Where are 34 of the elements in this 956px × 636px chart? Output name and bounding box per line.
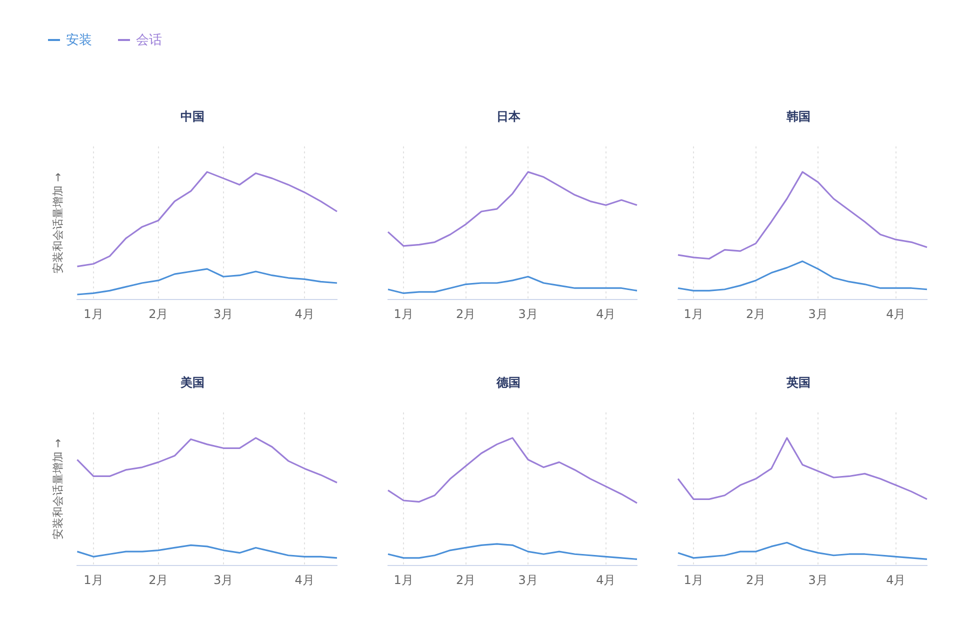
- chart-title: 英国: [786, 375, 810, 390]
- x-tick-label: 1月: [84, 306, 104, 321]
- x-tick-label: 4月: [886, 572, 906, 587]
- x-tick-label: 3月: [518, 306, 538, 321]
- x-tick-label: 3月: [808, 306, 828, 321]
- x-tick-label: 1月: [684, 572, 704, 587]
- x-tick-label: 4月: [596, 572, 616, 587]
- y-axis-title: 安装和会话量增加 →: [51, 438, 64, 540]
- x-tick-label: 2月: [456, 572, 476, 587]
- x-tick-label: 3月: [808, 572, 828, 587]
- x-tick-label: 4月: [886, 306, 906, 321]
- y-axis-title: 安装和会话量增加 →: [51, 172, 64, 274]
- chart-title: 德国: [496, 375, 520, 390]
- x-tick-label: 2月: [746, 572, 766, 587]
- x-tick-label: 1月: [84, 572, 104, 587]
- x-tick-label: 4月: [294, 306, 314, 321]
- legend-label: 安装: [66, 32, 92, 49]
- x-tick-label: 3月: [518, 572, 538, 587]
- x-tick-label: 4月: [294, 572, 314, 587]
- chart-title: 韩国: [786, 109, 810, 124]
- x-tick-label: 4月: [596, 306, 616, 321]
- x-tick-label: 1月: [394, 306, 414, 321]
- x-tick-label: 3月: [214, 306, 234, 321]
- x-tick-label: 2月: [746, 306, 766, 321]
- chart-title: 日本: [496, 109, 522, 124]
- x-tick-label: 3月: [214, 572, 234, 587]
- x-tick-label: 1月: [684, 306, 704, 321]
- x-tick-label: 2月: [148, 306, 168, 321]
- x-tick-label: 1月: [394, 572, 414, 587]
- x-tick-label: 2月: [148, 572, 168, 587]
- legend-label: 会话: [136, 32, 162, 49]
- chart-title: 中国: [180, 109, 204, 124]
- chart-title: 美国: [180, 375, 204, 390]
- x-tick-label: 2月: [456, 306, 476, 321]
